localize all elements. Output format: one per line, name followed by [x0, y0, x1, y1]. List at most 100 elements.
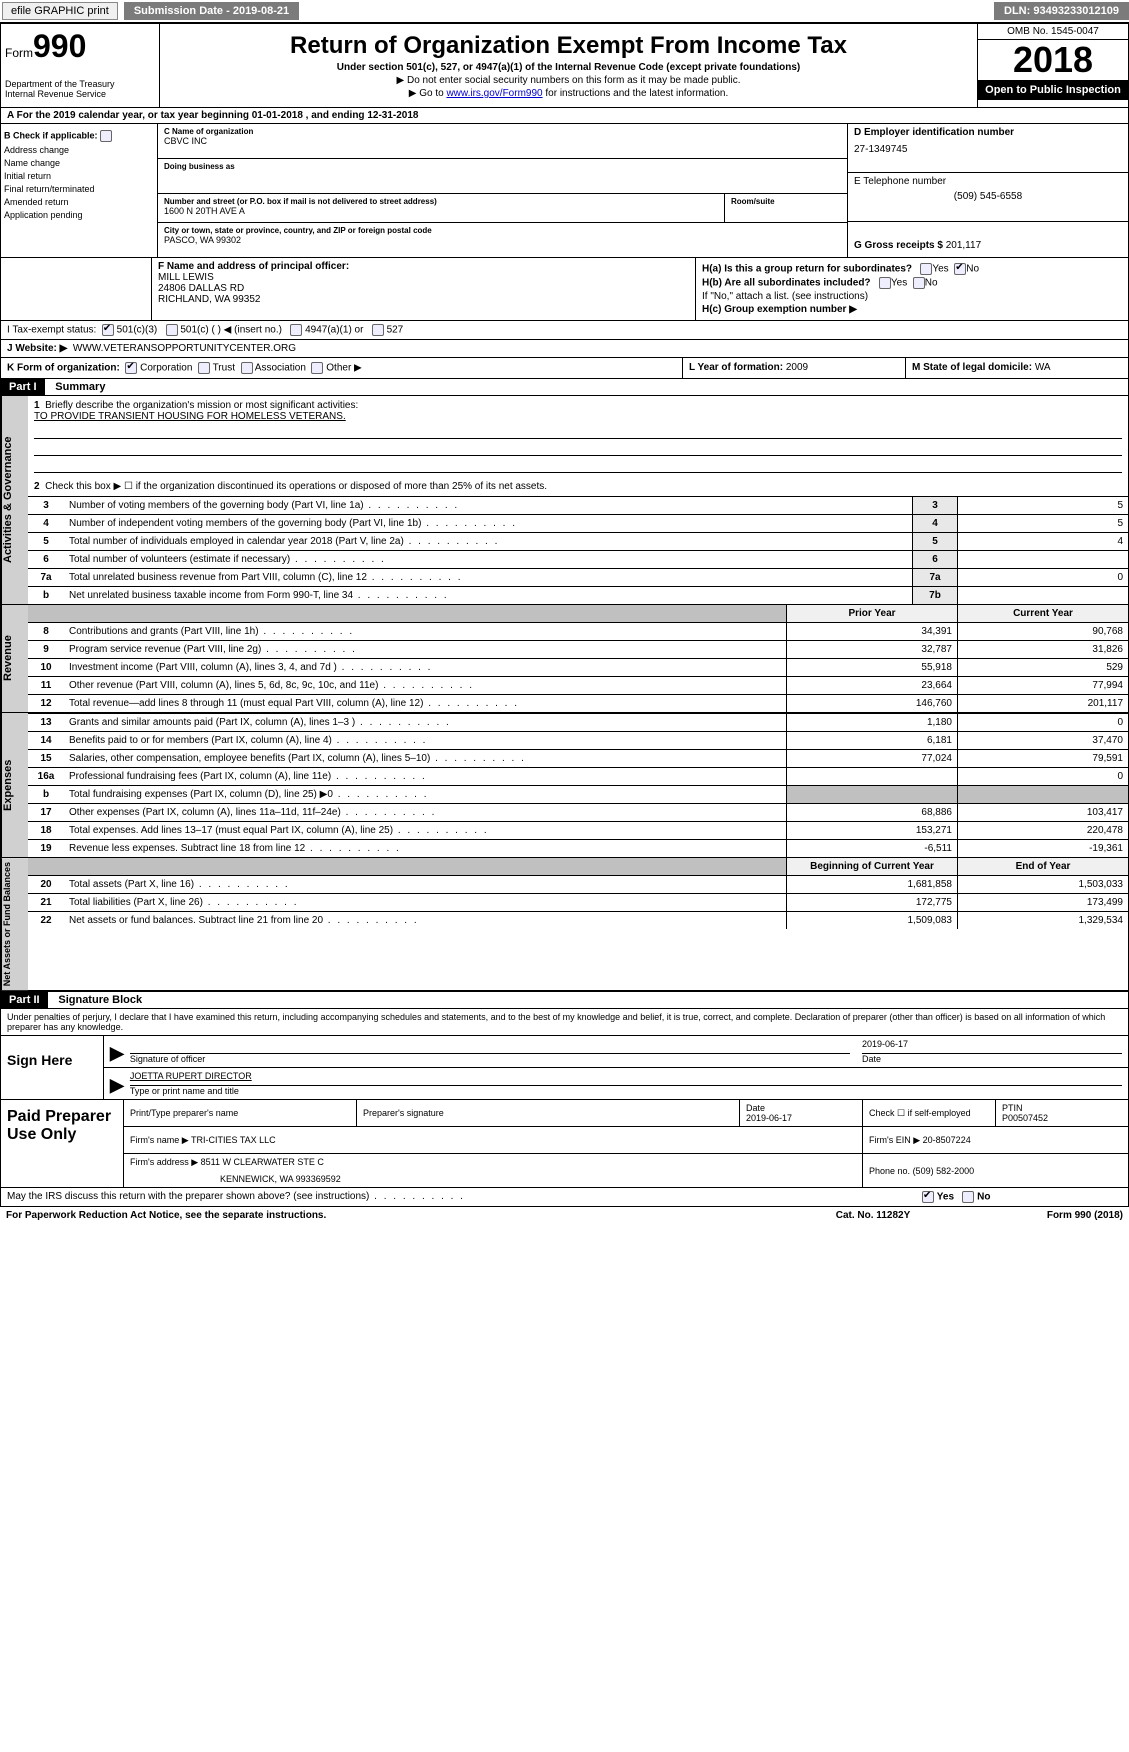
col-b-checkboxes: B Check if applicable: Address change Na… [1, 124, 158, 257]
department: Department of the Treasury Internal Reve… [5, 79, 155, 99]
org-name-label: C Name of organization [164, 127, 841, 136]
expenses-block: Expenses 13Grants and similar amounts pa… [0, 713, 1129, 858]
hb-yes-chk[interactable] [879, 277, 891, 289]
mission-box: 1 Briefly describe the organization's mi… [28, 396, 1128, 496]
phone-value: (509) 545-6558 [854, 191, 1122, 202]
tax-status-label: I Tax-exempt status: [7, 325, 96, 336]
phone-label: E Telephone number [854, 176, 1122, 187]
section-bcd: B Check if applicable: Address change Na… [0, 124, 1129, 258]
state-domicile-value: WA [1035, 362, 1051, 373]
table-row: 15Salaries, other compensation, employee… [28, 750, 1128, 768]
row-a-calendar-year: A For the 2019 calendar year, or tax yea… [0, 108, 1129, 124]
firm-phone-val: (509) 582-2000 [913, 1166, 975, 1176]
table-row: 12Total revenue—add lines 8 through 11 (… [28, 695, 1128, 713]
paid-row2: Firm's name ▶ TRI-CITIES TAX LLC Firm's … [124, 1127, 1128, 1154]
form-prefix: Form [5, 46, 33, 60]
prep-ptin-cell: PTIN P00507452 [996, 1100, 1129, 1127]
row-klm: K Form of organization: Corporation Trus… [0, 358, 1129, 379]
opt-other: Other ▶ [326, 363, 361, 374]
checkbox-icon[interactable] [100, 130, 112, 142]
discuss-yes: Yes [937, 1192, 954, 1203]
discuss-row: May the IRS discuss this return with the… [0, 1188, 1129, 1207]
table-row: 20Total assets (Part X, line 16)1,681,85… [28, 876, 1128, 894]
part-i-header-row: Part I Summary [0, 379, 1129, 396]
sign-name-row: ▶ JOETTA RUPERT DIRECTOR Type or print n… [104, 1068, 1128, 1099]
hb-no: No [925, 278, 938, 289]
discuss-yes-chk[interactable] [922, 1191, 934, 1203]
header-center: Return of Organization Exempt From Incom… [160, 24, 977, 107]
chk-501c[interactable] [166, 324, 178, 336]
chk-other[interactable] [311, 362, 323, 374]
form-header: Form990 Department of the Treasury Inter… [0, 23, 1129, 108]
chk-amended: Amended return [4, 197, 154, 207]
ha-no-chk[interactable] [954, 263, 966, 275]
officer-street: 24806 DALLAS RD [158, 283, 689, 294]
chk-assoc[interactable] [241, 362, 253, 374]
sig-officer-label: Signature of officer [130, 1054, 850, 1064]
tax-year: 2018 [978, 40, 1128, 80]
city-label: City or town, state or province, country… [164, 226, 841, 235]
street-label: Number and street (or P.O. box if mail i… [164, 197, 718, 206]
ha-line: H(a) Is this a group return for subordin… [702, 263, 1122, 275]
firm-addr-cell: Firm's address ▶ 8511 W CLEARWATER STE C… [124, 1154, 863, 1188]
street-cell: Number and street (or P.O. box if mail i… [158, 194, 847, 223]
netassets-table: Beginning of Current Year End of Year 20… [28, 858, 1128, 929]
officer-print-name: JOETTA RUPERT DIRECTOR [130, 1071, 1122, 1086]
table-row: 22Net assets or fund balances. Subtract … [28, 912, 1128, 930]
ein-value: 27-1349745 [854, 144, 1122, 155]
ha-yes: Yes [932, 264, 948, 275]
table-row: 3Number of voting members of the governi… [28, 497, 1128, 515]
opt-501c3: 501(c)(3) [117, 325, 158, 336]
ha-no: No [966, 264, 979, 275]
irs-link[interactable]: www.irs.gov/Form990 [446, 88, 542, 99]
ha-yes-chk[interactable] [920, 263, 932, 275]
header-note2: ▶ Go to www.irs.gov/Form990 for instruct… [166, 88, 971, 99]
revenue-side-label: Revenue [1, 605, 28, 712]
submission-date: Submission Date - 2019-08-21 [124, 2, 299, 20]
hb-line: H(b) Are all subordinates included? Yes … [702, 277, 1122, 289]
dept-line2: Internal Revenue Service [5, 89, 155, 99]
col-c-org-info: C Name of organization CBVC INC Doing bu… [158, 124, 847, 257]
table-row: 13Grants and similar amounts paid (Part … [28, 714, 1128, 732]
efile-print-button[interactable]: efile GRAPHIC print [2, 2, 118, 20]
sign-date: 2019-06-17 [862, 1039, 1122, 1054]
note2-post: for instructions and the latest informat… [543, 88, 729, 99]
chk-501c3[interactable] [102, 324, 114, 336]
officer-city: RICHLAND, WA 99352 [158, 294, 689, 305]
mission-blank2 [34, 441, 1122, 456]
chk-initial-return: Initial return [4, 171, 154, 181]
hb-text: H(b) Are all subordinates included? [702, 278, 871, 289]
prior-year-hdr: Prior Year [787, 605, 958, 623]
table-row: 19Revenue less expenses. Subtract line 1… [28, 840, 1128, 858]
chk-527[interactable] [372, 324, 384, 336]
governance-table: 3Number of voting members of the governi… [28, 496, 1128, 604]
chk-4947[interactable] [290, 324, 302, 336]
opt-4947: 4947(a)(1) or [305, 325, 363, 336]
firm-addr1: 8511 W CLEARWATER STE C [201, 1157, 324, 1167]
netassets-header-row: Beginning of Current Year End of Year [28, 858, 1128, 876]
paid-preparer-block: Paid Preparer Use Only Print/Type prepar… [0, 1100, 1129, 1188]
firm-addr-label: Firm's address ▶ [130, 1157, 198, 1167]
form-number: Form990 [5, 28, 155, 65]
header-note1: ▶ Do not enter social security numbers o… [166, 75, 971, 86]
firm-ein-val: 20-8507224 [923, 1135, 971, 1145]
chk-corp[interactable] [125, 362, 137, 374]
omb-number: OMB No. 1545-0047 [978, 24, 1128, 40]
row-j-website: J Website: ▶ WWW.VETERANSOPPORTUNITYCENT… [0, 340, 1129, 358]
table-row: 6Total number of volunteers (estimate if… [28, 551, 1128, 569]
dba-label: Doing business as [164, 162, 841, 171]
mission-label: Briefly describe the organization's miss… [45, 400, 358, 411]
hb-no-chk[interactable] [913, 277, 925, 289]
prep-sig-hdr: Preparer's signature [357, 1100, 740, 1127]
current-year-hdr: Current Year [958, 605, 1129, 623]
netassets-side-label: Net Assets or Fund Balances [1, 858, 28, 990]
discuss-no-chk[interactable] [962, 1191, 974, 1203]
ein-label: D Employer identification number [854, 127, 1122, 138]
ha-text: H(a) Is this a group return for subordin… [702, 264, 912, 275]
state-domicile-label: M State of legal domicile: [912, 362, 1032, 373]
firm-name-val: TRI-CITIES TAX LLC [191, 1135, 276, 1145]
chk-trust[interactable] [198, 362, 210, 374]
paid-row1: Print/Type preparer's name Preparer's si… [124, 1100, 1128, 1127]
year-formation-label: L Year of formation: [689, 362, 783, 373]
open-to-public: Open to Public Inspection [978, 80, 1128, 100]
